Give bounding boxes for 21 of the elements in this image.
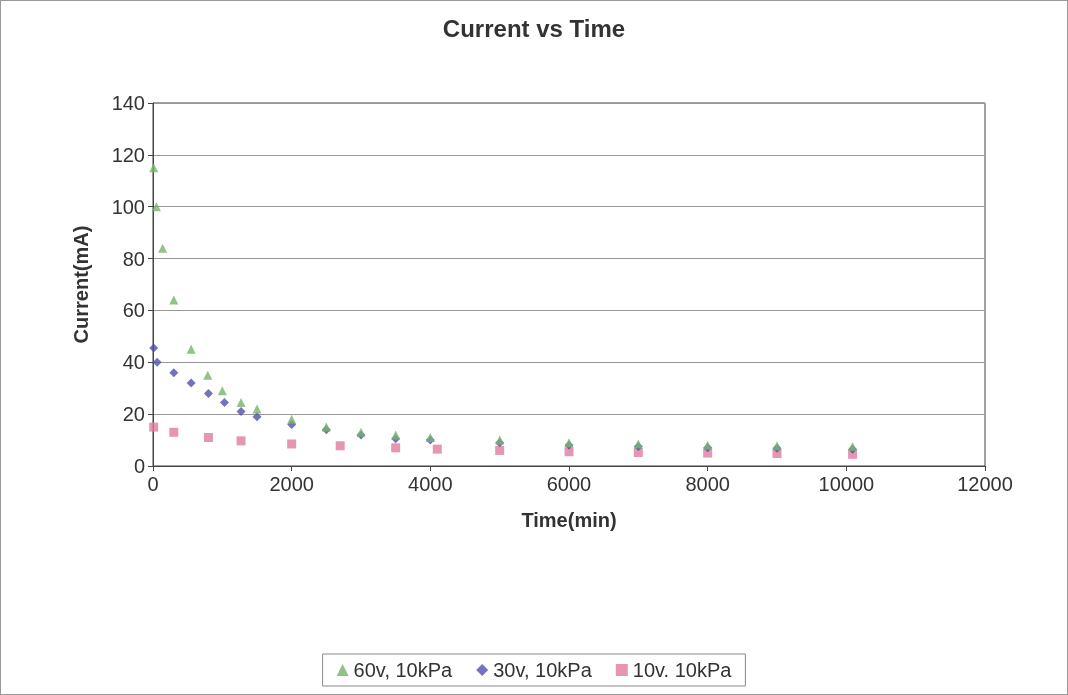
x-tick-label: 6000 [546, 473, 592, 495]
y-tick-label: 120 [111, 143, 145, 166]
y-axis-title: Current(mA) [70, 225, 92, 344]
y-tick-label: 20 [122, 403, 145, 426]
x-tick-label: 2000 [269, 473, 314, 495]
x-tick-label: 0 [147, 473, 159, 495]
y-tick-label: 100 [111, 195, 145, 218]
y-tick-label: 0 [133, 455, 145, 477]
y-tick-label: 60 [122, 299, 145, 322]
x-axis-title: Time(min) [521, 509, 617, 531]
legend-label: 30v, 10kPa [493, 659, 593, 681]
y-tick-label: 140 [111, 92, 145, 114]
x-tick-label: 8000 [685, 473, 730, 495]
legend-label: 10v. 10kPa [632, 659, 733, 681]
chart-title: Current vs Time [442, 14, 626, 42]
x-tick-label: 12000 [957, 473, 1013, 495]
x-tick-label: 10000 [818, 473, 875, 495]
legend-label: 60v, 10kPa [353, 659, 454, 681]
y-tick-label: 80 [122, 247, 145, 270]
y-tick-label: 40 [122, 351, 145, 374]
x-tick-label: 4000 [408, 473, 453, 495]
